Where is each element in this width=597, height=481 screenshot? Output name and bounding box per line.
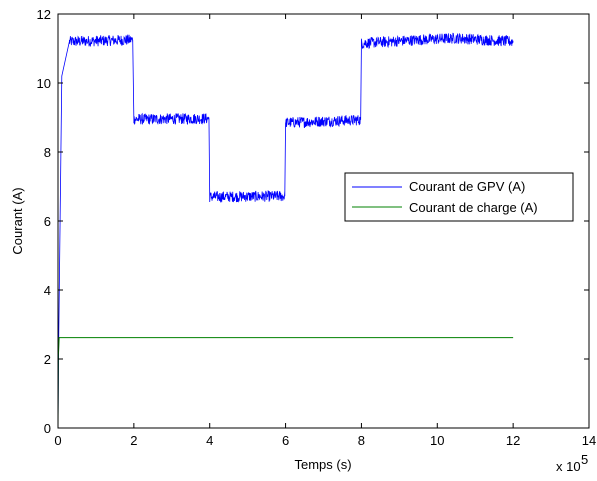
x-axis-label: Temps (s) bbox=[294, 457, 351, 472]
x-multiplier-exponent: 5 bbox=[581, 452, 588, 467]
x-tick-label: 0 bbox=[54, 433, 61, 448]
y-tick-label: 12 bbox=[37, 7, 51, 22]
x-tick-label: 12 bbox=[506, 433, 520, 448]
y-tick-label: 0 bbox=[44, 421, 51, 436]
y-tick-label: 6 bbox=[44, 214, 51, 229]
y-tick-label: 2 bbox=[44, 352, 51, 367]
legend: Courant de GPV (A) Courant de charge (A) bbox=[345, 173, 573, 221]
x-multiplier: x 10 5 bbox=[556, 452, 588, 474]
x-tick-label: 4 bbox=[206, 433, 213, 448]
x-tick-label: 10 bbox=[430, 433, 444, 448]
y-tick-label: 8 bbox=[44, 145, 51, 160]
x-tick-label: 14 bbox=[582, 433, 596, 448]
x-tick-label: 8 bbox=[358, 433, 365, 448]
x-tick-label: 6 bbox=[282, 433, 289, 448]
x-multiplier-text: x 10 bbox=[556, 459, 581, 474]
legend-label-courant-gpv: Courant de GPV (A) bbox=[409, 179, 525, 194]
x-tick-label: 2 bbox=[130, 433, 137, 448]
y-tick-label: 4 bbox=[44, 283, 51, 298]
y-axis-label: Courant (A) bbox=[10, 187, 25, 254]
y-tick-label: 10 bbox=[37, 76, 51, 91]
legend-label-courant-charge: Courant de charge (A) bbox=[409, 200, 538, 215]
